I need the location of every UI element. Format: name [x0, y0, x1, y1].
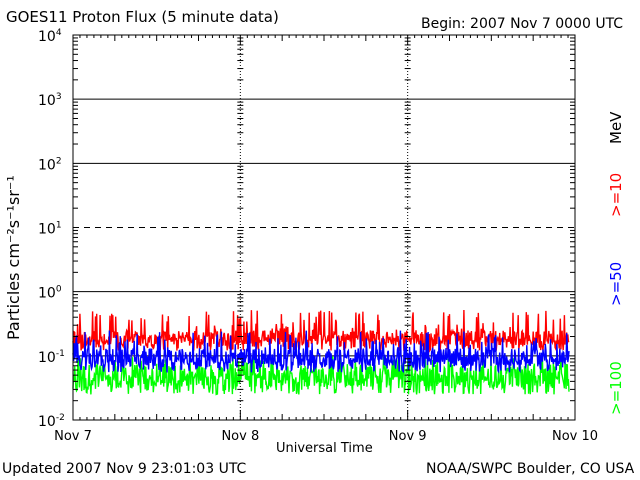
x-axis-label: Universal Time	[276, 441, 373, 456]
updated-timestamp: Updated 2007 Nov 9 23:01:03 UTC	[2, 461, 247, 477]
series-line-50	[72, 330, 570, 374]
y-tick-label: 101	[38, 221, 62, 238]
units-label: MeV	[607, 111, 625, 144]
x-tick-label: Nov 7	[54, 429, 92, 444]
y-tick-label: 102	[38, 156, 62, 173]
credit-line: NOAA/SWPC Boulder, CO USA	[426, 461, 635, 477]
y-axis-label: Particles cm⁻²s⁻¹sr⁻¹	[4, 175, 23, 340]
series-group	[72, 309, 570, 396]
legend-100: >=100	[607, 361, 625, 415]
legend-10: >=10	[607, 172, 625, 217]
x-tick-label: Nov 10	[552, 429, 598, 444]
series-line-100	[72, 355, 570, 396]
legend-50: >=50	[607, 261, 625, 306]
y-tick-label: 103	[38, 92, 62, 109]
y-tick-label: 10-2	[38, 413, 65, 430]
y-tick-label: 10-1	[38, 349, 65, 366]
x-tick-label: Nov 9	[389, 429, 427, 444]
series-line-10	[72, 309, 570, 354]
chart-title: GOES11 Proton Flux (5 minute data)	[6, 8, 279, 26]
y-tick-label: 100	[38, 285, 62, 302]
axes	[72, 34, 576, 421]
y-tick-labels: 10-2 10-1 100 101 102 103 104	[38, 28, 65, 430]
begin-time: Begin: 2007 Nov 7 0000 UTC	[421, 16, 624, 32]
y-tick-label: 104	[38, 28, 62, 45]
x-tick-labels: Nov 7 Nov 8 Nov 9 Nov 10	[54, 429, 598, 444]
x-tick-label: Nov 8	[221, 429, 259, 444]
